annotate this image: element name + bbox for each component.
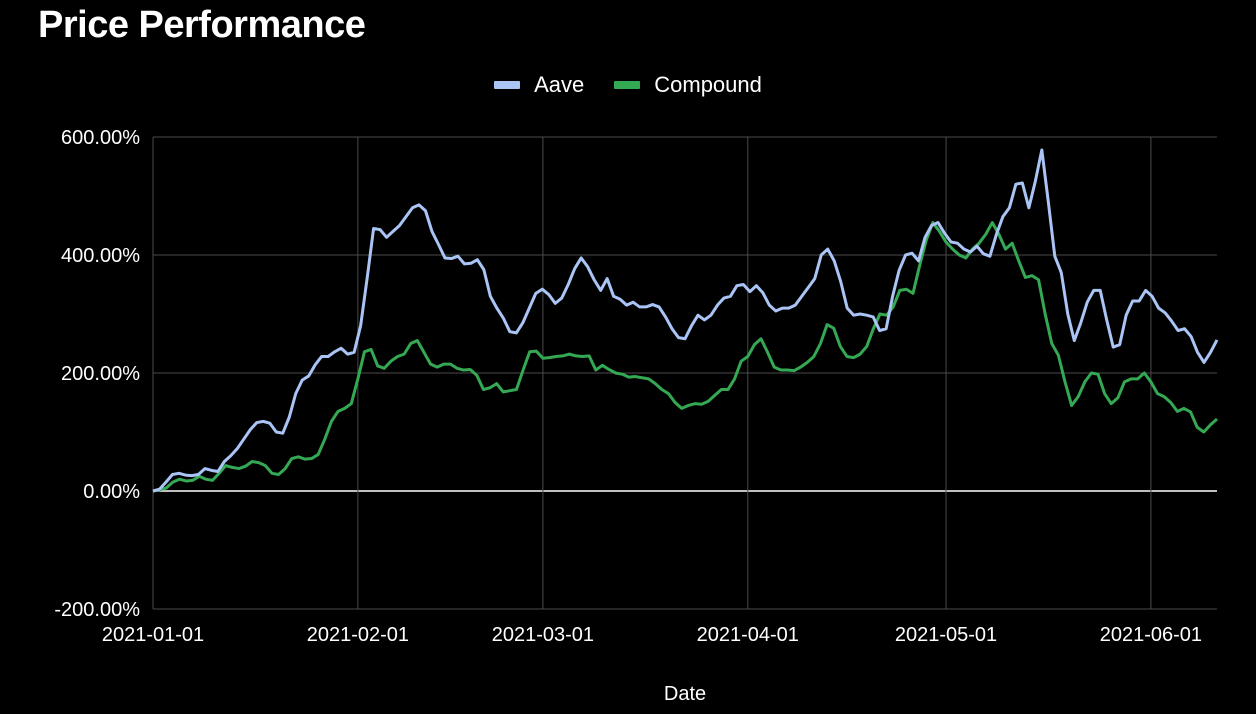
x-axis-tick-labels: 2021-01-01 2021-02-01 2021-03-01 2021-04-01… xyxy=(102,624,1202,646)
x-tick-label: 2021-05-01 xyxy=(895,624,997,646)
legend-label-compound: Compound xyxy=(654,72,762,97)
x-tick-label: 2021-06-01 xyxy=(1100,624,1202,646)
x-tick-label: 2021-02-01 xyxy=(307,624,409,646)
x-tick-label: 2021-04-01 xyxy=(697,624,799,646)
series-line-compound[interactable] xyxy=(152,221,1218,493)
chart-title: Price Performance xyxy=(38,4,366,46)
x-tick-label: 2021-03-01 xyxy=(492,624,594,646)
y-tick-label: 200.00% xyxy=(61,363,140,385)
legend-label-aave: Aave xyxy=(534,72,585,97)
y-axis-tick-labels: 600.00% 400.00% 200.00% 0.00% -200.00% xyxy=(54,127,140,621)
series-line-aave[interactable] xyxy=(152,148,1219,493)
legend-swatch-compound xyxy=(614,81,641,89)
legend: Aave Compound xyxy=(0,72,1256,98)
series-lines xyxy=(152,148,1219,493)
legend-item-aave[interactable]: Aave xyxy=(494,72,584,98)
legend-item-compound[interactable]: Compound xyxy=(614,72,762,98)
y-tick-label: 600.00% xyxy=(61,127,140,149)
grid-lines xyxy=(152,136,1217,610)
y-tick-label: 400.00% xyxy=(61,245,140,267)
y-tick-label: 0.00% xyxy=(83,481,140,503)
x-tick-label: 2021-01-01 xyxy=(102,624,204,646)
legend-swatch-aave xyxy=(494,81,521,89)
x-axis-title: Date xyxy=(664,683,706,705)
y-tick-label: -200.00% xyxy=(54,599,140,621)
